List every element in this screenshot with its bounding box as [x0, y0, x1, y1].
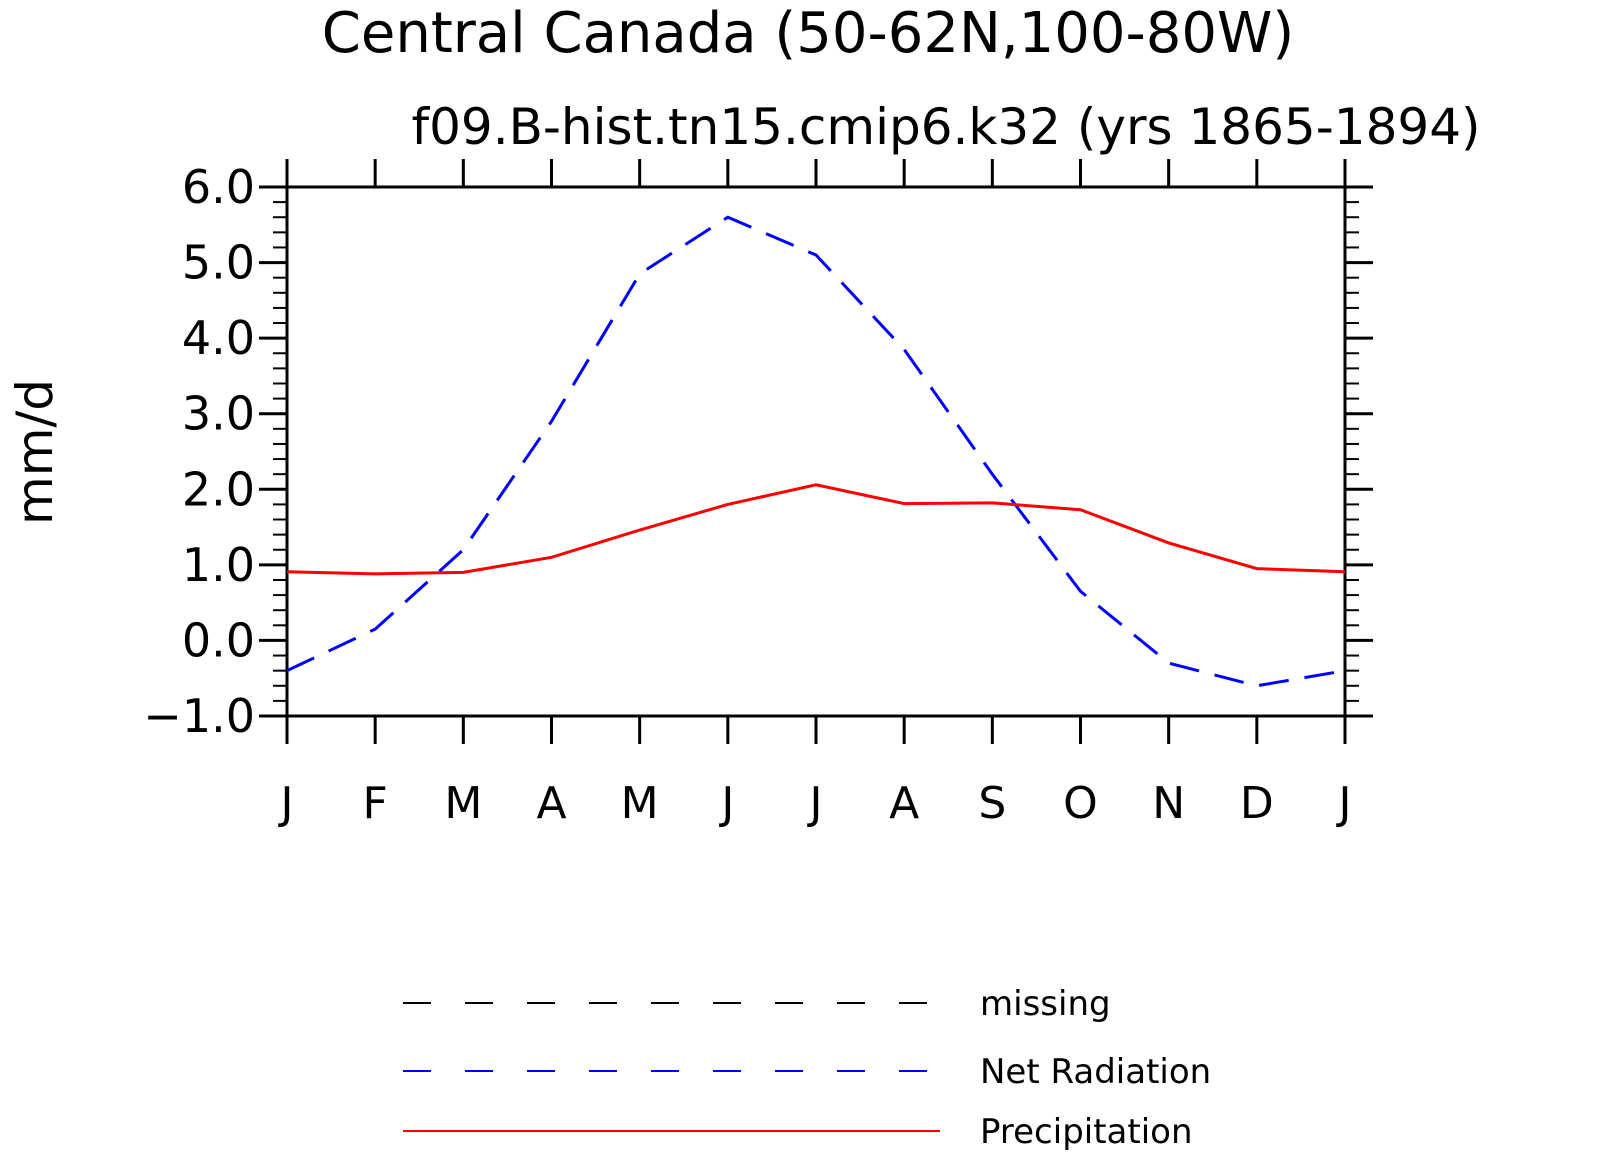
- legend-label-net-radiation: Net Radiation: [980, 1052, 1211, 1092]
- y-tick-label: 6.0: [182, 160, 255, 214]
- legend-label-missing: missing: [980, 984, 1111, 1024]
- y-tick-label: 3.0: [182, 387, 255, 441]
- y-tick-label: 5.0: [182, 236, 255, 290]
- x-tick-label: J: [718, 778, 734, 829]
- x-tick-label: J: [1336, 778, 1352, 829]
- x-tick-label: M: [621, 778, 659, 829]
- plot-area: 6.0 5.0 4.0 3.0 2.0 1.0 0.0 −1.0 J F M A M J J A S O N D J: [143, 159, 1373, 829]
- x-tick-label: A: [889, 778, 919, 829]
- series-line-net-radiation: [287, 215, 1345, 688]
- series-line-precipitation: [287, 483, 1345, 576]
- y-tick-label: −1.0: [143, 689, 255, 743]
- x-tick-label: A: [536, 778, 566, 829]
- y-tick-label: 2.0: [182, 462, 255, 516]
- y-tick-label: 1.0: [182, 538, 255, 592]
- x-tick-label: F: [363, 778, 388, 829]
- y-tick-label: 4.0: [182, 311, 255, 365]
- y-axis-label: mm/d: [6, 379, 64, 525]
- x-tick-label: N: [1152, 778, 1185, 829]
- chart-title: Central Canada (50-62N,100-80W): [322, 1, 1294, 66]
- legend-label-precipitation: Precipitation: [980, 1112, 1193, 1152]
- chart-subtitle: f09.B-hist.tn15.cmip6.k32 (yrs 1865-1894…: [411, 98, 1480, 156]
- x-tick-label: J: [807, 778, 823, 829]
- plot-frame: [285, 185, 1347, 718]
- x-tick-label: J: [278, 778, 294, 829]
- x-tick-label: M: [444, 778, 482, 829]
- legend: missing Net Radiation Precipitation: [403, 984, 1211, 1152]
- x-tick-label: D: [1240, 778, 1274, 829]
- x-tick-label: O: [1063, 778, 1098, 829]
- x-tick-label: S: [978, 778, 1006, 829]
- y-tick-label: 0.0: [182, 613, 255, 667]
